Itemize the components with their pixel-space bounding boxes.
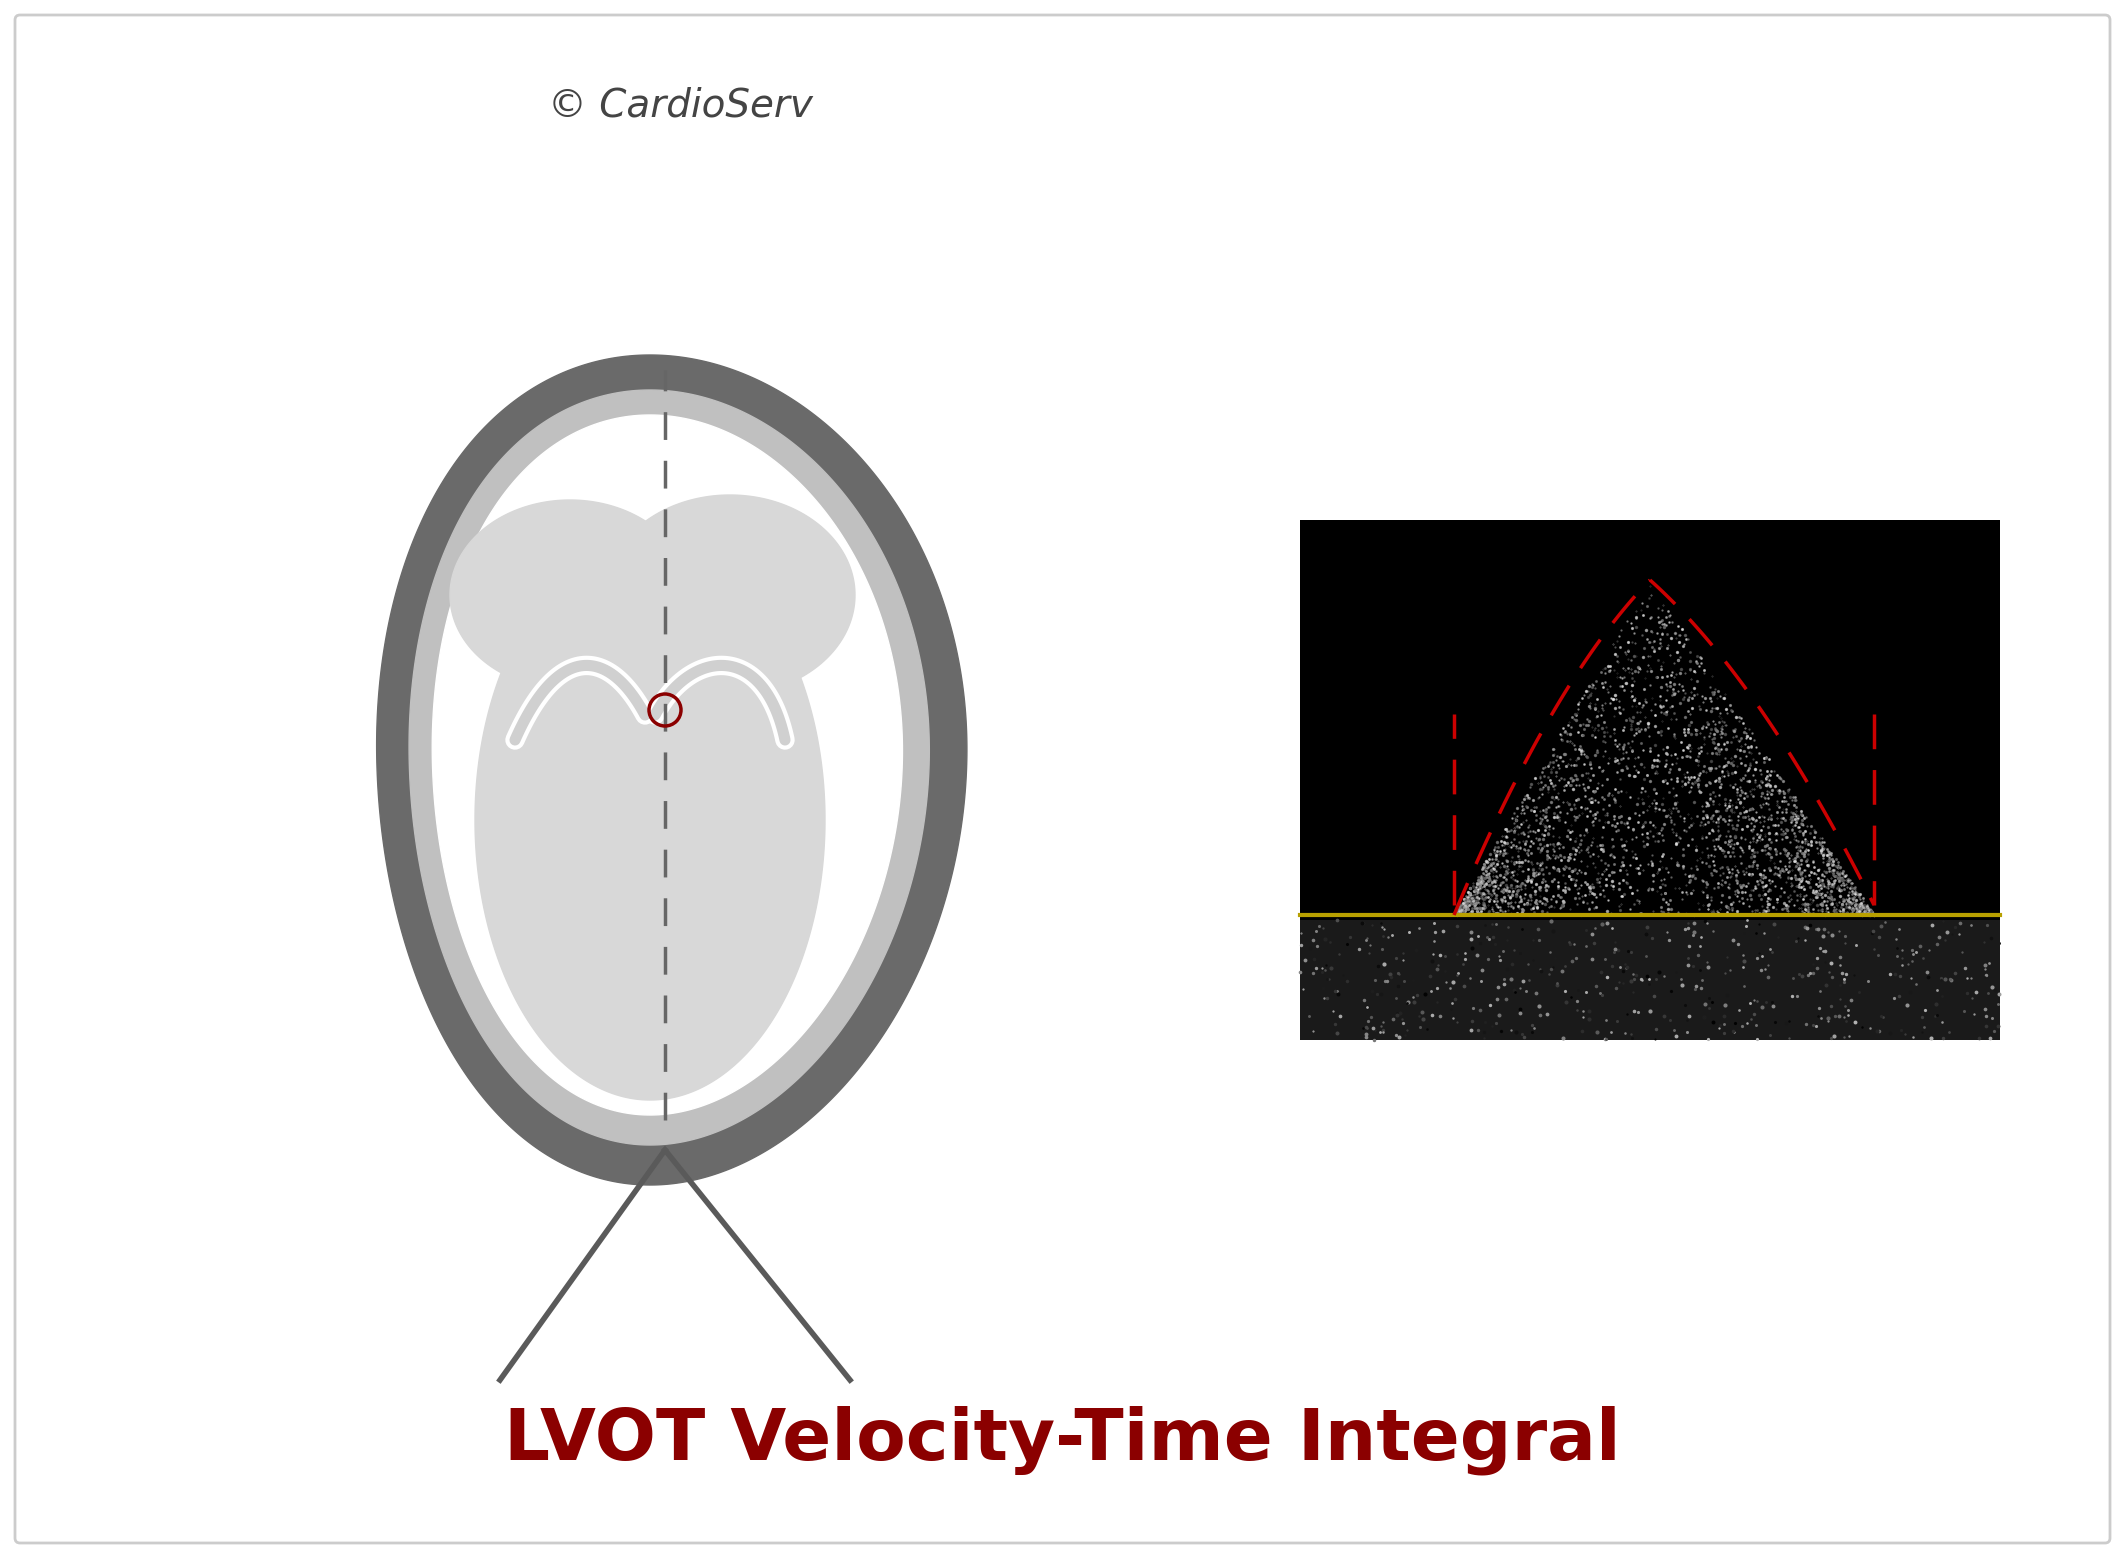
Text: LVOT Velocity-Time Integral: LVOT Velocity-Time Integral <box>504 1405 1621 1475</box>
Polygon shape <box>450 500 691 690</box>
Text: LA: LA <box>748 564 812 606</box>
Text: © CardioServ: © CardioServ <box>548 86 812 125</box>
Polygon shape <box>476 541 824 1100</box>
Bar <box>1300 921 2000 1041</box>
FancyBboxPatch shape <box>15 16 2110 1542</box>
Polygon shape <box>410 390 929 1145</box>
Text: LV: LV <box>686 879 744 921</box>
Polygon shape <box>431 414 903 1116</box>
Bar <box>1300 520 2000 1041</box>
Polygon shape <box>376 355 967 1186</box>
Polygon shape <box>606 495 854 695</box>
